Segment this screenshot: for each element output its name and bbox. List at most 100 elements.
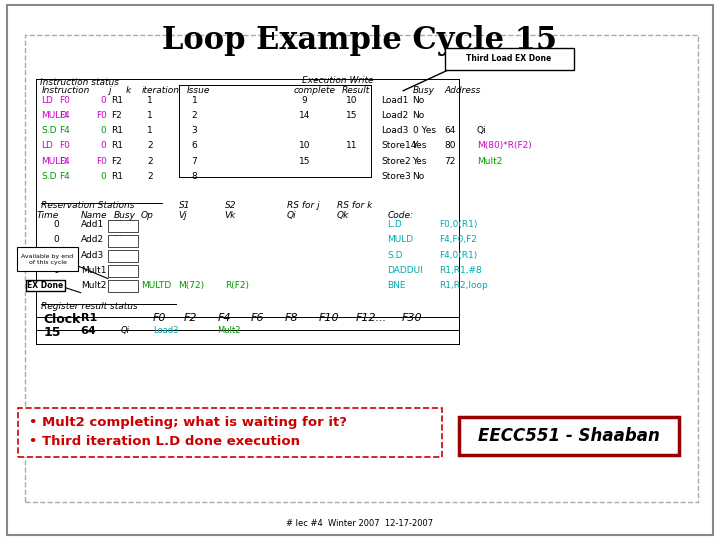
Text: Mult1: Mult1: [81, 266, 106, 275]
Text: Load3: Load3: [382, 126, 409, 136]
Text: Add3: Add3: [81, 251, 104, 260]
Text: F0: F0: [96, 111, 107, 120]
Text: No: No: [114, 220, 126, 230]
Text: 0: 0: [53, 266, 59, 275]
Text: R1,R2,loop: R1,R2,loop: [439, 281, 488, 290]
Text: Mult2: Mult2: [477, 157, 502, 166]
Text: R1: R1: [112, 172, 124, 181]
Text: S2: S2: [225, 201, 236, 210]
Text: F0: F0: [59, 141, 70, 151]
Text: Mult2: Mult2: [81, 281, 106, 290]
Text: Yes: Yes: [413, 141, 427, 151]
Text: F0,0(R1): F0,0(R1): [439, 220, 477, 230]
Text: RS for k: RS for k: [337, 201, 372, 210]
Text: 0: 0: [101, 172, 107, 181]
Text: MULD: MULD: [387, 235, 413, 245]
Text: BNE: BNE: [387, 281, 406, 290]
Text: Clock: Clock: [43, 313, 81, 326]
Text: Qi: Qi: [287, 211, 296, 220]
Text: LD: LD: [41, 141, 53, 151]
Text: 8: 8: [192, 172, 197, 181]
Text: EX Done: EX Done: [27, 281, 63, 290]
Text: j: j: [108, 86, 110, 96]
Text: 2: 2: [147, 141, 153, 151]
Text: 15: 15: [43, 326, 60, 339]
Text: M(80)*R(F2): M(80)*R(F2): [477, 141, 531, 151]
Text: Vj: Vj: [179, 211, 187, 220]
Text: Add2: Add2: [81, 235, 104, 245]
Text: F0: F0: [59, 96, 70, 105]
Text: RS for j: RS for j: [287, 201, 319, 210]
Text: F2: F2: [184, 313, 197, 323]
Text: F4: F4: [217, 313, 231, 323]
Text: EECC551 - Shaaban: EECC551 - Shaaban: [478, 427, 660, 445]
Text: 6: 6: [192, 141, 197, 151]
Text: Add1: Add1: [81, 220, 104, 230]
Text: Execution Write: Execution Write: [302, 76, 374, 85]
Text: 0: 0: [101, 126, 107, 136]
Text: Qi: Qi: [121, 326, 130, 335]
Text: 80: 80: [444, 141, 456, 151]
Text: 0: 0: [101, 96, 107, 105]
Text: 2: 2: [147, 157, 153, 166]
Text: Result: Result: [342, 86, 370, 96]
Text: LD: LD: [41, 96, 53, 105]
Text: S1: S1: [179, 201, 190, 210]
Text: 15: 15: [346, 111, 357, 120]
Text: No: No: [114, 235, 126, 245]
Text: Register result status: Register result status: [41, 302, 138, 312]
Text: R1: R1: [112, 141, 124, 151]
Text: Busy: Busy: [413, 86, 435, 96]
Text: S.D: S.D: [41, 172, 57, 181]
Text: Issue: Issue: [187, 86, 210, 96]
Text: k: k: [125, 86, 130, 96]
Text: F10: F10: [318, 313, 339, 323]
Text: 10: 10: [346, 96, 357, 105]
Text: F4: F4: [59, 172, 70, 181]
Text: M(72): M(72): [179, 281, 204, 290]
Text: F2: F2: [112, 111, 122, 120]
Text: Yes: Yes: [413, 157, 427, 166]
Text: DADDUI: DADDUI: [387, 266, 423, 275]
Text: S.D: S.D: [41, 126, 57, 136]
Text: R1: R1: [81, 313, 97, 323]
Text: F2: F2: [112, 157, 122, 166]
Text: 1: 1: [147, 96, 153, 105]
Text: Yes: Yes: [114, 281, 128, 290]
Text: R(F2): R(F2): [225, 281, 248, 290]
Text: 0: 0: [53, 220, 59, 230]
Text: Op: Op: [141, 211, 154, 220]
Text: 0: 0: [53, 251, 59, 260]
Text: 0: 0: [53, 235, 59, 245]
Text: Name: Name: [81, 211, 107, 220]
Text: F12...: F12...: [356, 313, 387, 323]
Text: F0: F0: [153, 313, 166, 323]
Text: F30: F30: [402, 313, 423, 323]
Text: F8: F8: [284, 313, 298, 323]
Text: 14: 14: [299, 111, 310, 120]
Text: 11: 11: [346, 141, 357, 151]
Text: iteration: iteration: [142, 86, 180, 96]
Text: 1: 1: [147, 111, 153, 120]
Text: MULD: MULD: [41, 157, 67, 166]
Text: Loop Example Cycle 15: Loop Example Cycle 15: [163, 25, 557, 56]
Text: R1: R1: [112, 126, 124, 136]
Text: 3: 3: [192, 126, 197, 136]
Text: Load3: Load3: [153, 326, 178, 335]
Text: Reservation Stations: Reservation Stations: [41, 201, 135, 210]
Text: Busy: Busy: [114, 211, 136, 220]
Text: 9: 9: [302, 96, 307, 105]
Text: 2: 2: [147, 172, 153, 181]
Text: MULD: MULD: [41, 111, 67, 120]
Text: # lec #4  Winter 2007  12-17-2007: # lec #4 Winter 2007 12-17-2007: [287, 519, 433, 528]
Text: Load2: Load2: [382, 111, 409, 120]
Text: 1: 1: [192, 96, 197, 105]
Text: F4: F4: [59, 157, 70, 166]
Text: No: No: [413, 96, 425, 105]
Text: 0 Yes: 0 Yes: [413, 126, 436, 136]
Text: R1: R1: [112, 96, 124, 105]
Text: F6: F6: [251, 313, 264, 323]
Text: 7: 7: [192, 157, 197, 166]
Text: Code:: Code:: [387, 211, 413, 220]
Text: Qi: Qi: [477, 126, 486, 136]
